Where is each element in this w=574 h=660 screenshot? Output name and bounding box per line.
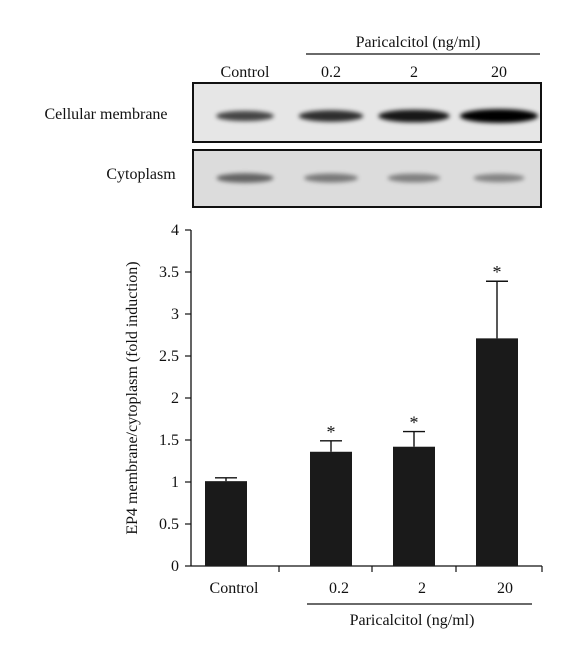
x-tick-label: 2 <box>418 580 426 597</box>
bar <box>393 446 435 566</box>
blot-lane-label-control: Control <box>221 64 270 81</box>
y-tick-label: 2.5 <box>159 348 179 365</box>
y-tick-label: 1 <box>171 474 179 491</box>
x-tick-labels: Control 0.2 2 20 <box>210 580 513 597</box>
band-cytoplasm-1 <box>216 173 274 183</box>
band-cytoplasm-4 <box>473 173 525 183</box>
significance-asterisk: * <box>410 413 419 433</box>
band-cytoplasm-3 <box>387 173 441 183</box>
blot-bands-membrane <box>216 109 539 123</box>
significance-asterisk: * <box>493 262 502 282</box>
x-axis-label: Paricalcitol (ng/ml) <box>350 612 475 629</box>
y-tick-label: 3.5 <box>159 264 179 281</box>
band-membrane-1 <box>216 110 274 122</box>
blot-lane-label-20: 20 <box>491 64 507 81</box>
blot-lane-label-2: 2 <box>410 64 418 81</box>
band-membrane-2 <box>298 110 364 122</box>
blot-row-label-cytoplasm: Cytoplasm <box>106 166 176 183</box>
y-tick-label: 3 <box>171 306 179 323</box>
blot-treatment-label: Paricalcitol (ng/ml) <box>356 34 481 51</box>
blot-bands-cytoplasm <box>216 173 525 183</box>
y-tick-label: 0.5 <box>159 516 179 533</box>
y-tick-label: 2 <box>171 390 179 407</box>
y-tick-label: 4 <box>171 222 179 239</box>
blot-lane-label-0.2: 0.2 <box>321 64 341 81</box>
bars <box>205 338 518 566</box>
y-axis-label: EP4 membrane/cytoplasm (fold induction) <box>124 261 141 534</box>
y-tick-label: 1.5 <box>159 432 179 449</box>
x-tick-label: 20 <box>497 580 513 597</box>
x-tick-label: 0.2 <box>329 580 349 597</box>
significance-marks: * * * <box>327 262 502 442</box>
x-tick-marks <box>278 566 543 572</box>
band-membrane-3 <box>378 109 450 123</box>
bar <box>205 481 247 566</box>
bar <box>310 451 352 566</box>
x-tick-label: Control <box>210 580 259 597</box>
y-tick-label: 0 <box>171 558 179 575</box>
significance-asterisk: * <box>327 422 336 442</box>
bar <box>476 338 518 566</box>
blot-row-label-membrane: Cellular membrane <box>44 106 167 123</box>
y-ticks: 0 0.5 1 1.5 2 2.5 3 3.5 4 <box>159 222 191 575</box>
error-bars <box>215 280 508 482</box>
band-membrane-4 <box>459 109 539 123</box>
band-cytoplasm-2 <box>304 173 358 183</box>
